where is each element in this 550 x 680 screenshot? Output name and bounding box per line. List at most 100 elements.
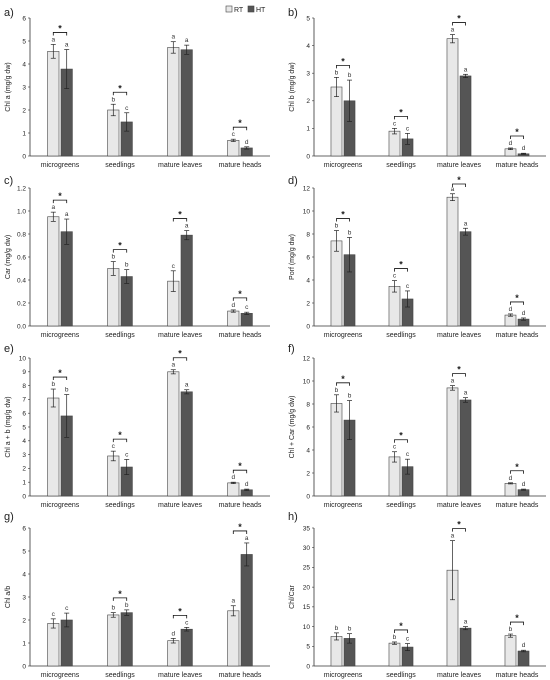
y-tick-label: 0 — [22, 493, 26, 500]
chart-panel-5: e)Chl a + b (mg/g dw)012345678910bb*micr… — [4, 343, 270, 509]
significance-letter: d — [522, 310, 526, 317]
y-tick-label: 8 — [306, 231, 310, 238]
y-tick-label: 2 — [306, 300, 310, 307]
y-tick-label: 0.2 — [17, 300, 26, 307]
significance-letter: b — [348, 626, 352, 633]
significance-bracket — [452, 528, 466, 532]
y-tick-label: 1 — [22, 130, 26, 137]
bar-rt — [47, 216, 60, 327]
significance-star: * — [399, 621, 403, 631]
bar-rt — [504, 314, 517, 327]
significance-letter: b — [335, 223, 339, 230]
x-tick-label: microgreens — [324, 332, 363, 339]
significance-bracket — [52, 376, 68, 381]
panels: a)Chl a (mg/g dw)0123456aa*microgreensbc… — [4, 7, 546, 679]
panel-label: c) — [4, 175, 13, 187]
bar-ht — [459, 231, 472, 327]
significance-star: * — [58, 23, 62, 33]
y-tick-label: 0 — [306, 493, 310, 500]
x-tick-label: mature leaves — [437, 332, 481, 339]
y-tick-label: 0.8 — [17, 231, 26, 238]
significance-star: * — [457, 365, 461, 375]
significance-letter: a — [464, 390, 468, 397]
y-tick-label: 10 — [303, 624, 311, 631]
significance-bracket — [112, 91, 128, 96]
significance-letter: d — [509, 306, 513, 313]
significance-letter: c — [125, 105, 129, 112]
x-tick-label: mature leaves — [158, 162, 202, 169]
significance-letter: c — [232, 131, 236, 138]
significance-letter: b — [125, 602, 129, 609]
significance-bracket — [452, 22, 466, 26]
significance-letter: b — [348, 72, 352, 79]
significance-bracket — [510, 135, 524, 139]
y-tick-label: 6 — [22, 15, 26, 22]
significance-letter: d — [245, 481, 249, 488]
significance-letter: b — [335, 69, 339, 76]
y-tick-label: 0 — [306, 153, 310, 160]
y-tick-label: 4 — [306, 43, 310, 50]
bar-rt — [330, 86, 343, 157]
significance-letter: a — [451, 533, 455, 540]
significance-letter: a — [185, 223, 189, 230]
significance-star: * — [178, 606, 182, 616]
y-axis-label: Porf (mg/g dw) — [289, 234, 296, 280]
x-tick-label: mature heads — [219, 332, 262, 339]
y-tick-label: 12 — [303, 185, 311, 192]
bar-rt — [107, 455, 120, 497]
bar-ht — [60, 231, 73, 327]
y-tick-label: 5 — [22, 424, 26, 431]
x-tick-label: seedlings — [105, 502, 135, 509]
y-tick-label: 0 — [306, 323, 310, 330]
significance-star: * — [341, 374, 345, 384]
significance-star: * — [457, 14, 461, 24]
significance-letter: d — [171, 630, 175, 637]
significance-bracket — [394, 268, 408, 272]
y-tick-label: 1.0 — [17, 208, 26, 215]
y-tick-label: 6 — [22, 411, 26, 418]
significance-star: * — [118, 83, 122, 93]
x-tick-label: microgreens — [41, 162, 80, 169]
y-tick-label: 30 — [303, 545, 311, 552]
significance-letter: c — [172, 263, 176, 270]
bar-ht — [120, 612, 133, 667]
y-axis-label: Chl/Car — [289, 584, 296, 608]
y-tick-label: 6 — [306, 424, 310, 431]
x-tick-label: mature heads — [496, 162, 539, 169]
y-tick-label: 2 — [22, 107, 26, 114]
bar-rt — [446, 38, 459, 157]
significance-bracket — [336, 382, 350, 386]
significance-star: * — [457, 520, 461, 530]
significance-star: * — [118, 241, 122, 251]
x-tick-label: microgreens — [41, 332, 80, 339]
y-tick-label: 4 — [306, 277, 310, 284]
significance-star: * — [238, 289, 242, 299]
panel-label: d) — [288, 175, 298, 187]
significance-bracket — [510, 621, 524, 626]
y-tick-label: 0 — [22, 153, 26, 160]
x-tick-label: mature heads — [219, 162, 262, 169]
bar-rt — [330, 240, 343, 327]
significance-letter: b — [111, 96, 115, 103]
bar-ht — [517, 650, 530, 667]
y-tick-label: 0.0 — [17, 323, 26, 330]
y-tick-label: 6 — [22, 525, 26, 532]
y-tick-label: 4 — [22, 571, 26, 578]
bar-rt — [330, 636, 343, 667]
y-tick-label: 0.6 — [17, 254, 26, 261]
y-tick-label: 6 — [306, 254, 310, 261]
x-tick-label: mature leaves — [158, 502, 202, 509]
significance-letter: d — [231, 302, 235, 309]
bar-rt — [330, 403, 343, 497]
significance-letter: a — [451, 27, 455, 34]
x-tick-label: mature heads — [496, 332, 539, 339]
significance-letter: c — [406, 125, 410, 132]
y-tick-label: 4 — [306, 447, 310, 454]
y-tick-label: 2 — [306, 470, 310, 477]
y-tick-label: 15 — [303, 604, 311, 611]
y-axis-label: Chl + Car (mg/g dw) — [289, 396, 296, 459]
significance-bracket — [172, 614, 188, 619]
significance-bracket — [112, 249, 128, 253]
significance-letter: b — [111, 254, 115, 261]
